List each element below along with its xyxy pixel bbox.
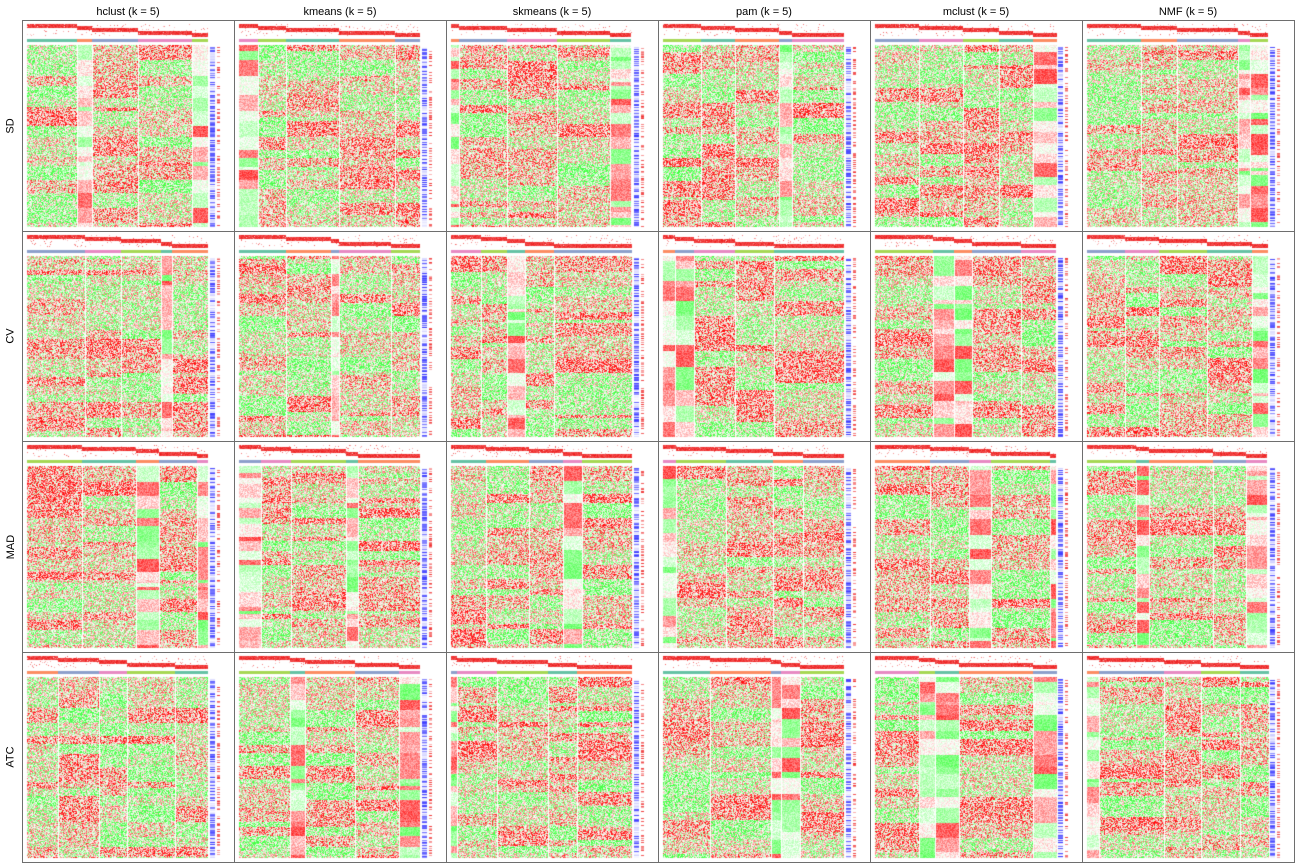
heatmap-image <box>447 21 658 231</box>
column-title-pam: pam (k = 5) <box>736 6 792 18</box>
heatmap-panel-sd-nmf <box>1082 20 1295 232</box>
heatmap-image <box>1083 653 1294 862</box>
heatmap-image <box>23 21 234 231</box>
heatmap-image <box>871 653 1082 862</box>
heatmap-image <box>23 442 234 652</box>
heatmap-panel-atc-hclust <box>22 652 235 863</box>
heatmap-panel-atc-skmeans <box>446 652 659 863</box>
heatmap-image <box>871 21 1082 231</box>
heatmap-image <box>447 653 658 862</box>
heatmap-panel-cv-pam <box>658 231 871 442</box>
heatmap-image <box>23 653 234 862</box>
heatmap-panel-mad-nmf <box>1082 441 1295 653</box>
row-title-cv: CV <box>5 328 17 344</box>
heatmap-image <box>871 442 1082 652</box>
heatmap-panel-cv-kmeans <box>234 231 447 442</box>
row-title-atc: ATC <box>5 746 17 768</box>
column-title-mclust: mclust (k = 5) <box>942 6 1010 18</box>
heatmap-panel-atc-pam <box>658 652 871 863</box>
heatmap-image <box>1083 21 1294 231</box>
heatmap-panel-cv-skmeans <box>446 231 659 442</box>
column-title-nmf: NMF (k = 5) <box>1158 6 1218 18</box>
heatmap-panel-atc-kmeans <box>234 652 447 863</box>
column-title-hclust: hclust (k = 5) <box>96 6 160 18</box>
heatmap-panel-mad-kmeans <box>234 441 447 653</box>
heatmap-panel-atc-nmf <box>1082 652 1295 863</box>
heatmap-panel-cv-mclust <box>870 231 1083 442</box>
heatmap-panel-sd-kmeans <box>234 20 447 232</box>
heatmap-panel-mad-hclust <box>22 441 235 653</box>
heatmap-panel-atc-mclust <box>870 652 1083 863</box>
heatmap-image <box>1083 232 1294 441</box>
heatmap-image <box>235 232 446 441</box>
heatmap-panel-sd-skmeans <box>446 20 659 232</box>
row-title-sd: SD <box>5 117 17 134</box>
heatmap-panel-cv-nmf <box>1082 231 1295 442</box>
heatmap-panel-sd-pam <box>658 20 871 232</box>
row-title-mad: MAD <box>5 534 18 559</box>
heatmap-panel-sd-mclust <box>870 20 1083 232</box>
heatmap-panel-mad-skmeans <box>446 441 659 653</box>
heatmap-image <box>659 442 870 652</box>
heatmap-panel-mad-mclust <box>870 441 1083 653</box>
heatmap-panel-mad-pam <box>658 441 871 653</box>
heatmap-image <box>235 653 446 862</box>
heatmap-image <box>447 232 658 441</box>
column-title-skmeans: skmeans (k = 5) <box>512 6 592 18</box>
heatmap-image <box>1083 442 1294 652</box>
heatmap-image <box>447 442 658 652</box>
heatmap-image <box>23 232 234 441</box>
heatmap-image <box>659 232 870 441</box>
column-title-kmeans: kmeans (k = 5) <box>303 6 377 18</box>
heatmap-image <box>871 232 1082 441</box>
heatmap-panel-cv-hclust <box>22 231 235 442</box>
heatmap-image <box>659 21 870 231</box>
heatmap-image <box>235 442 446 652</box>
heatmap-image <box>659 653 870 862</box>
heatmap-image <box>235 21 446 231</box>
heatmap-panel-sd-hclust <box>22 20 235 232</box>
